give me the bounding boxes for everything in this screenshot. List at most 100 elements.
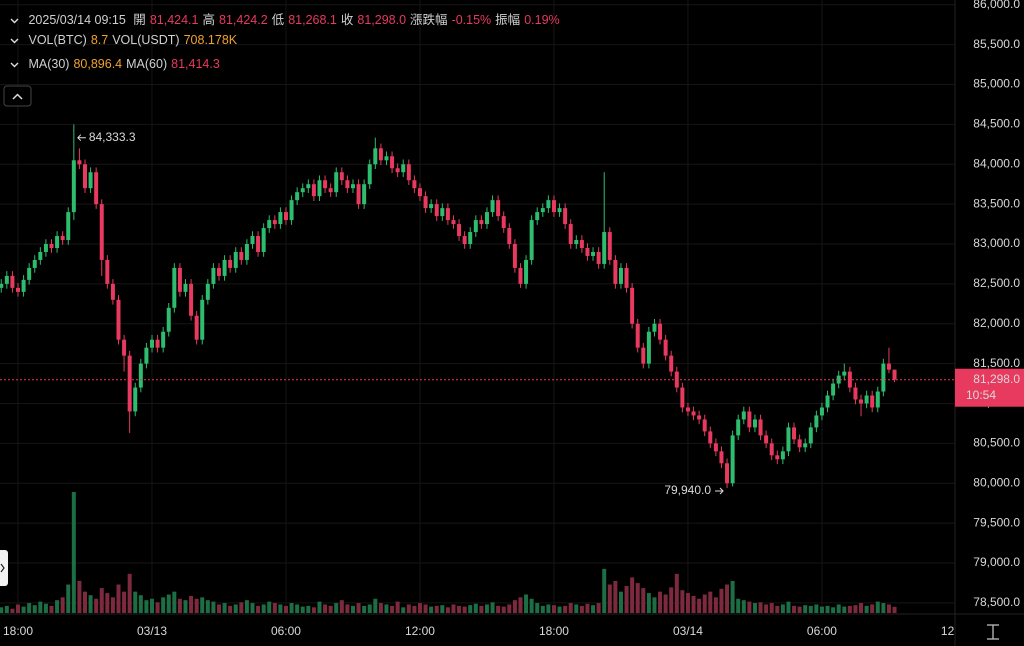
- y-tick-label: 84,000.0: [973, 156, 1020, 170]
- candle-body: [317, 180, 322, 197]
- volume-bar: [222, 603, 227, 613]
- ma-row: MA(30) 80,896.4 MA(60) 81,414.3: [10, 57, 228, 71]
- candle-body: [155, 339, 160, 348]
- candle-body: [233, 251, 238, 268]
- candle-body: [138, 363, 143, 388]
- candle-body: [825, 395, 830, 408]
- volume-bar: [161, 597, 166, 613]
- candle-body: [725, 463, 730, 484]
- volume-bar: [842, 606, 847, 613]
- candle-body: [457, 224, 462, 237]
- volume-bar: [334, 603, 339, 613]
- volume-bar: [378, 603, 383, 613]
- candle-body: [205, 283, 210, 300]
- candle-body: [133, 387, 138, 412]
- candle-body: [579, 240, 584, 248]
- volume-row: VOL(BTC) 8.7 VOL(USDT) 708.178K: [10, 33, 245, 47]
- volume-bar: [775, 605, 780, 613]
- candle-body: [663, 339, 668, 356]
- candle-body: [10, 275, 15, 288]
- volume-bar: [66, 584, 71, 613]
- candle-body: [741, 411, 746, 420]
- volume-bar: [585, 603, 590, 613]
- candle-body: [256, 236, 261, 252]
- candle-body: [479, 220, 484, 225]
- candle-body: [200, 299, 205, 340]
- candle-body: [161, 331, 166, 348]
- volume-bar: [579, 605, 584, 613]
- volume-bar: [870, 604, 875, 613]
- candle-body: [596, 251, 601, 264]
- expand-chevron[interactable]: [10, 60, 19, 69]
- y-tick-label: 86,000.0: [973, 0, 1020, 11]
- volume-bar: [300, 606, 305, 613]
- y-tick-label: 81,500.0: [973, 356, 1020, 370]
- volume-bar: [356, 603, 361, 613]
- volume-bar: [261, 604, 266, 613]
- candle-body: [272, 220, 277, 225]
- volume-bar: [283, 605, 288, 613]
- side-tab[interactable]: [0, 550, 8, 586]
- volume-layer: [0, 492, 897, 613]
- x-tick-label: 18:00: [539, 624, 569, 638]
- candle-body: [250, 236, 255, 245]
- volume-bar: [417, 603, 422, 613]
- candle-body: [228, 259, 233, 268]
- x-tick-label: 06:00: [271, 624, 301, 638]
- candle-body: [496, 200, 501, 217]
- field-value: 81,414.3: [171, 57, 220, 71]
- volume-bar: [607, 584, 612, 613]
- candle-body: [66, 212, 71, 241]
- candle-body: [60, 236, 65, 241]
- volume-bar: [105, 593, 110, 613]
- candle-body: [278, 212, 283, 225]
- volume-bar: [43, 603, 48, 613]
- volume-bar: [462, 606, 467, 613]
- volume-bar: [618, 591, 623, 613]
- volume-bar: [864, 605, 869, 613]
- field-value: 81,424.1: [149, 13, 199, 27]
- volume-bar: [144, 600, 149, 613]
- volume-bar: [323, 604, 328, 613]
- volume-bar: [803, 605, 808, 613]
- candle-body: [658, 323, 663, 340]
- field-value: 0.19%: [524, 13, 560, 27]
- volume-bar: [512, 600, 517, 613]
- axis-settings-icon[interactable]: [987, 624, 999, 640]
- collapse-button[interactable]: [3, 85, 32, 107]
- candle-body: [334, 172, 339, 193]
- expand-chevron[interactable]: [10, 36, 19, 45]
- candle-body: [557, 208, 562, 213]
- expand-chevron[interactable]: [10, 16, 19, 25]
- volume-bar: [306, 605, 311, 613]
- volume-bar: [501, 606, 506, 613]
- volume-bar: [138, 595, 143, 613]
- volume-bar: [155, 602, 160, 613]
- volume-bar: [574, 604, 579, 613]
- field-label: VOL(USDT): [112, 33, 180, 47]
- field-label: VOL(BTC): [28, 33, 87, 47]
- volume-bar: [814, 604, 819, 613]
- volume-bar: [110, 597, 115, 613]
- volume-bar: [250, 603, 255, 613]
- candle-body: [183, 283, 188, 292]
- candle-body: [819, 407, 824, 416]
- volume-bar: [663, 594, 668, 613]
- volume-bar: [646, 593, 651, 613]
- volume-bar: [295, 604, 300, 613]
- volume-bar: [680, 590, 685, 613]
- volume-bar: [819, 606, 824, 613]
- candle-body: [440, 208, 445, 217]
- volume-bar: [730, 580, 735, 613]
- volume-bar: [725, 584, 730, 613]
- volume-bar: [496, 605, 501, 613]
- volume-bar: [831, 607, 836, 613]
- candle-body: [417, 188, 422, 197]
- candle-body: [71, 160, 76, 213]
- volume-bar: [875, 601, 880, 613]
- candle-body: [445, 208, 450, 221]
- low-label: 79,940.0: [664, 483, 711, 497]
- volume-bar: [613, 580, 618, 613]
- volume-bar: [669, 587, 674, 613]
